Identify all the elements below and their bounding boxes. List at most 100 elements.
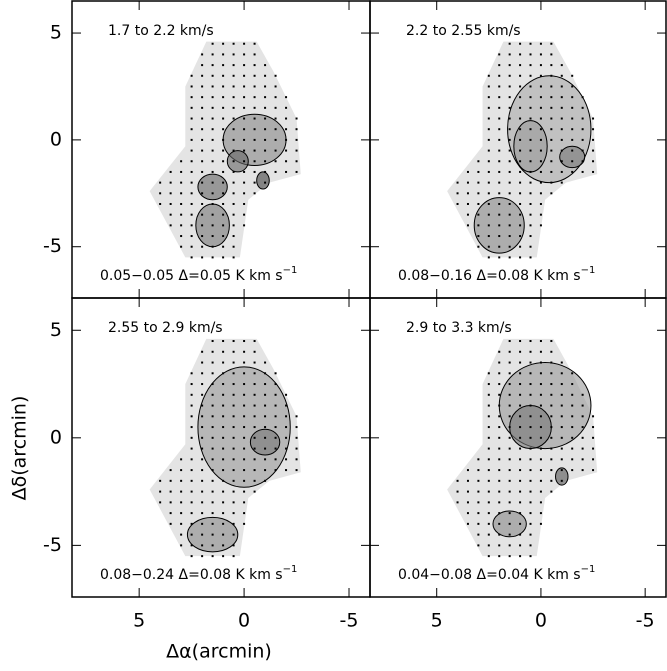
sample-point	[560, 170, 563, 173]
sample-point	[253, 383, 256, 386]
sample-point	[201, 415, 204, 418]
sample-point	[211, 160, 214, 163]
sample-point	[201, 490, 204, 493]
sample-point	[264, 404, 267, 407]
sample-point	[592, 149, 595, 152]
sample-point	[487, 469, 490, 472]
sample-point	[519, 138, 522, 141]
sample-point	[498, 138, 501, 141]
sample-point	[519, 512, 522, 515]
sample-point	[285, 447, 288, 450]
sample-point	[529, 256, 532, 259]
sample-point	[560, 447, 563, 450]
sample-point	[487, 256, 490, 259]
panel-title: 2.9 to 3.3 km/s	[406, 320, 512, 336]
sample-point	[571, 138, 574, 141]
sample-point	[201, 479, 204, 482]
sample-point	[232, 138, 235, 141]
sample-point	[285, 469, 288, 472]
sample-point	[232, 383, 235, 386]
sample-point	[201, 138, 204, 141]
contour-unit-exponent: −1	[283, 564, 298, 575]
sample-point	[508, 415, 511, 418]
sample-point	[519, 117, 522, 120]
sample-point	[498, 213, 501, 216]
sample-point	[201, 533, 204, 536]
sample-point	[211, 64, 214, 67]
sample-point	[508, 512, 511, 515]
sample-point	[232, 245, 235, 248]
sample-point	[285, 393, 288, 396]
sample-point	[581, 415, 584, 418]
sample-point	[581, 393, 584, 396]
sample-point	[285, 170, 288, 173]
sample-point	[498, 415, 501, 418]
sample-point	[529, 42, 532, 45]
sample-point	[498, 106, 501, 109]
sample-point	[243, 490, 246, 493]
sample-point	[508, 149, 511, 152]
sample-point	[487, 501, 490, 504]
sample-point	[201, 404, 204, 407]
sample-point	[508, 256, 511, 259]
sample-point	[539, 372, 542, 375]
sample-point	[519, 235, 522, 238]
sample-point	[243, 53, 246, 56]
sample-point	[498, 383, 501, 386]
sample-point	[519, 170, 522, 173]
sample-point	[180, 490, 183, 493]
sample-point	[487, 522, 490, 525]
sample-point	[539, 128, 542, 131]
sample-point	[550, 415, 553, 418]
sample-point	[222, 85, 225, 88]
sample-point	[190, 202, 193, 205]
sample-point	[169, 501, 172, 504]
sample-point	[571, 170, 574, 173]
sample-point	[232, 393, 235, 396]
sample-point	[508, 340, 511, 343]
sample-point	[232, 372, 235, 375]
sample-point	[529, 96, 532, 99]
sample-point	[201, 512, 204, 515]
sample-point	[243, 149, 246, 152]
sample-point	[571, 117, 574, 120]
sample-point	[550, 340, 553, 343]
sample-point	[211, 224, 214, 227]
sample-point	[211, 235, 214, 238]
sample-point	[222, 544, 225, 547]
sample-point	[550, 469, 553, 472]
sample-point	[180, 245, 183, 248]
sample-point	[581, 128, 584, 131]
sample-point	[222, 224, 225, 227]
sample-point	[222, 138, 225, 141]
sample-point	[190, 447, 193, 450]
sample-point	[180, 522, 183, 525]
sample-point	[581, 447, 584, 450]
sample-point	[222, 235, 225, 238]
sample-point	[498, 64, 501, 67]
sample-point	[529, 340, 532, 343]
sample-point	[264, 138, 267, 141]
sample-point	[274, 96, 277, 99]
sample-point	[529, 128, 532, 131]
sample-point	[159, 202, 162, 205]
sample-point	[211, 436, 214, 439]
sample-point	[550, 372, 553, 375]
sample-point	[571, 96, 574, 99]
sample-point	[498, 533, 501, 536]
sample-point	[539, 202, 542, 205]
sample-point	[571, 85, 574, 88]
sample-point	[222, 106, 225, 109]
panel-frame	[369, 297, 667, 598]
sample-point	[498, 458, 501, 461]
sample-point	[201, 522, 204, 525]
sample-point	[222, 181, 225, 184]
sample-point	[550, 350, 553, 353]
sample-point	[243, 128, 246, 131]
sample-point	[180, 202, 183, 205]
sample-point	[581, 458, 584, 461]
sample-point	[487, 544, 490, 547]
sample-point	[295, 170, 298, 173]
sample-point	[243, 170, 246, 173]
